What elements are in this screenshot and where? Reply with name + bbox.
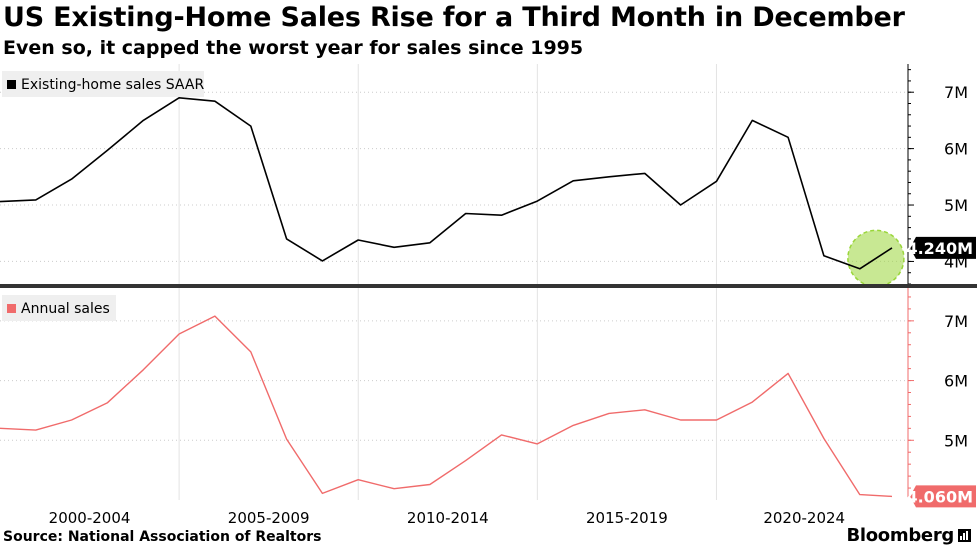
x-tick-label: 2010-2014: [407, 509, 489, 527]
y-tick-label: 6M: [944, 140, 968, 159]
chart-subtitle: Even so, it capped the worst year for sa…: [3, 37, 584, 59]
chart-title: US Existing-Home Sales Rise for a Third …: [3, 2, 905, 33]
legend-swatch: [7, 304, 16, 313]
x-tick-label: 2020-2024: [763, 509, 845, 527]
legend-label: Annual sales: [21, 301, 110, 317]
last-value-label: 4.240M: [906, 239, 973, 258]
series-line: [0, 315, 893, 498]
last-value-box: [910, 236, 976, 259]
bloomberg-logo: Bloomberg: [846, 525, 971, 546]
x-tick-label: 2000-2004: [49, 509, 131, 527]
legend-box: [2, 71, 204, 97]
y-tick-label: 5M: [944, 196, 968, 215]
panel-divider: [0, 284, 977, 288]
bloomberg-terminal-icon: [958, 529, 971, 542]
y-tick-label: 5M: [944, 431, 968, 450]
x-tick-label: 2015-2019: [586, 509, 668, 527]
y-tick-label: 7M: [944, 83, 968, 102]
legend-box: [2, 295, 116, 321]
source-note: Source: National Association of Realtors: [3, 529, 322, 545]
y-tick-label: 6M: [944, 372, 968, 391]
x-tick-label: 2005-2009: [228, 509, 310, 527]
legend-label: Existing-home sales SAAR: [21, 77, 204, 93]
last-value-label: 4.060M: [906, 487, 973, 506]
y-tick-label: 7M: [944, 312, 968, 331]
series-line: [0, 97, 893, 270]
last-value-box: [910, 485, 976, 508]
legend-swatch: [7, 80, 16, 89]
